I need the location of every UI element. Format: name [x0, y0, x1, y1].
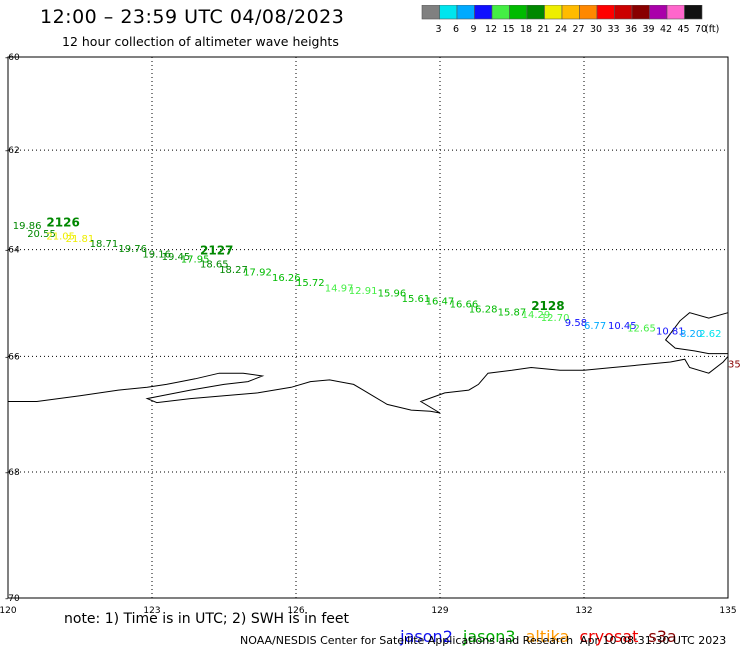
longitude-tick-label: 129: [431, 606, 448, 616]
credit-line: NOAA/NESDIS Center for Satellite Applica…: [240, 634, 574, 647]
wave-height-observation: 19.16: [142, 249, 171, 260]
wave-height-observation: 19.45: [162, 252, 191, 263]
legend-tick-label: 36: [625, 24, 637, 35]
wave-height-observation: 18.65: [200, 260, 229, 271]
wave-height-observation: 14.97: [325, 283, 354, 294]
orbit-track-label: 2127: [200, 244, 233, 258]
wave-height-observation: 21.05: [46, 231, 75, 242]
wave-height-observation: 8.20: [680, 329, 702, 340]
satellite-s3a: s3a: [648, 627, 677, 646]
wave-height-observation: 19.76: [118, 244, 147, 255]
longitude-tick-label: 123: [143, 606, 160, 616]
orbit-track-label: 2128: [531, 299, 564, 313]
legend-tick-label: 27: [572, 24, 584, 35]
orbit-track-label: 2126: [46, 216, 79, 230]
latitude-tick-label: -62: [5, 146, 20, 156]
legend-unit: (ft): [705, 24, 719, 35]
legend-tick-label: 12: [485, 24, 497, 35]
wave-height-observation: 35.: [728, 360, 740, 371]
wave-height-observation: 10.45: [608, 321, 637, 332]
satellite-legend: jason2 jason3 altika cryosat s3a: [390, 608, 687, 646]
latitude-tick-label: -64: [5, 246, 20, 256]
wave-height-observation: 15.96: [378, 289, 407, 300]
wave-height-observation: 19.86: [13, 221, 42, 232]
wave-height-observation: 21.81: [66, 234, 95, 245]
wave-height-observation: 18.71: [90, 239, 119, 250]
satellite-jason3: jason3: [462, 627, 516, 646]
wave-height-observation: 18.27: [219, 265, 248, 276]
wave-height-observation: 15.72: [296, 278, 325, 289]
satellite-altika: altika: [525, 627, 570, 646]
coastline: [664, 312, 729, 355]
latitude-tick-label: -68: [5, 468, 20, 478]
wave-height-observation: 15.87: [498, 307, 527, 318]
latitude-tick-label: -70: [5, 594, 20, 604]
longitude-tick-label: 132: [575, 606, 592, 616]
wave-height-observation: 10.81: [656, 326, 685, 337]
wave-height-color-legend: 3 6 9 12 15 18 21 24 27 30 33 36 39 42 45 70(ft): [421, 5, 719, 35]
coastline: [8, 356, 729, 414]
footer-note: note: 1) Time is in UTC; 2) SWH is in fe…: [64, 611, 350, 627]
wave-height-observation: 14.29: [522, 310, 551, 321]
legend-tick-label: 39: [642, 24, 654, 35]
map-subtitle: 12 hour collection of altimeter wave hei…: [62, 34, 339, 49]
legend-tick-label: 3: [435, 24, 441, 35]
longitude-tick-label: 135: [719, 606, 736, 616]
legend-tick-label: 18: [520, 24, 532, 35]
legend-tick-label: 33: [607, 24, 619, 35]
wave-height-observation: 16.66: [450, 299, 479, 310]
map-title: 12:00 – 23:59 UTC 04/08/2023: [40, 6, 345, 28]
wave-height-observation: 20.55: [27, 229, 56, 240]
wave-height-observation: 12.70: [541, 313, 570, 324]
legend-tick-label: 30: [590, 24, 602, 35]
wave-height-observation: 16.26: [272, 273, 301, 284]
satellite-jason2: jason2: [400, 627, 453, 646]
wave-height-observation: 16.47: [426, 297, 455, 308]
wave-height-observation: 12.91: [349, 286, 378, 297]
legend-tick-label: 15: [502, 24, 514, 35]
latitude-tick-label: -60: [5, 53, 20, 63]
wave-height-observation: 2.62: [699, 329, 721, 340]
legend-tick-label: 45: [677, 24, 689, 35]
longitude-tick-label: 126: [287, 606, 304, 616]
map-frame: [7, 56, 729, 599]
latitude-tick-label: -66: [5, 352, 20, 362]
wave-height-observation: 6.77: [584, 321, 606, 332]
legend-tick-label: 42: [660, 24, 672, 35]
legend-tick-label: 24: [555, 24, 567, 35]
longitude-tick-label: 120: [0, 606, 17, 616]
wave-height-observation: 12.65: [627, 324, 656, 335]
generation-timestamp: Apr 10 08:31:30 UTC 2023: [580, 634, 727, 647]
wave-height-observation: 17.92: [243, 268, 272, 279]
legend-tick-label: 6: [453, 24, 459, 35]
legend-tick-label: 70: [695, 24, 707, 35]
legend-tick-label: 21: [537, 24, 549, 35]
wave-height-observation: 9.58: [565, 318, 587, 329]
legend-swatch: [684, 5, 703, 20]
satellite-cryosat: cryosat: [579, 627, 639, 646]
wave-height-observation: 15.61: [402, 294, 431, 305]
legend-tick-label: 9: [470, 24, 476, 35]
wave-height-observation: 16.28: [469, 305, 498, 316]
wave-height-observation: 17.95: [181, 254, 210, 265]
